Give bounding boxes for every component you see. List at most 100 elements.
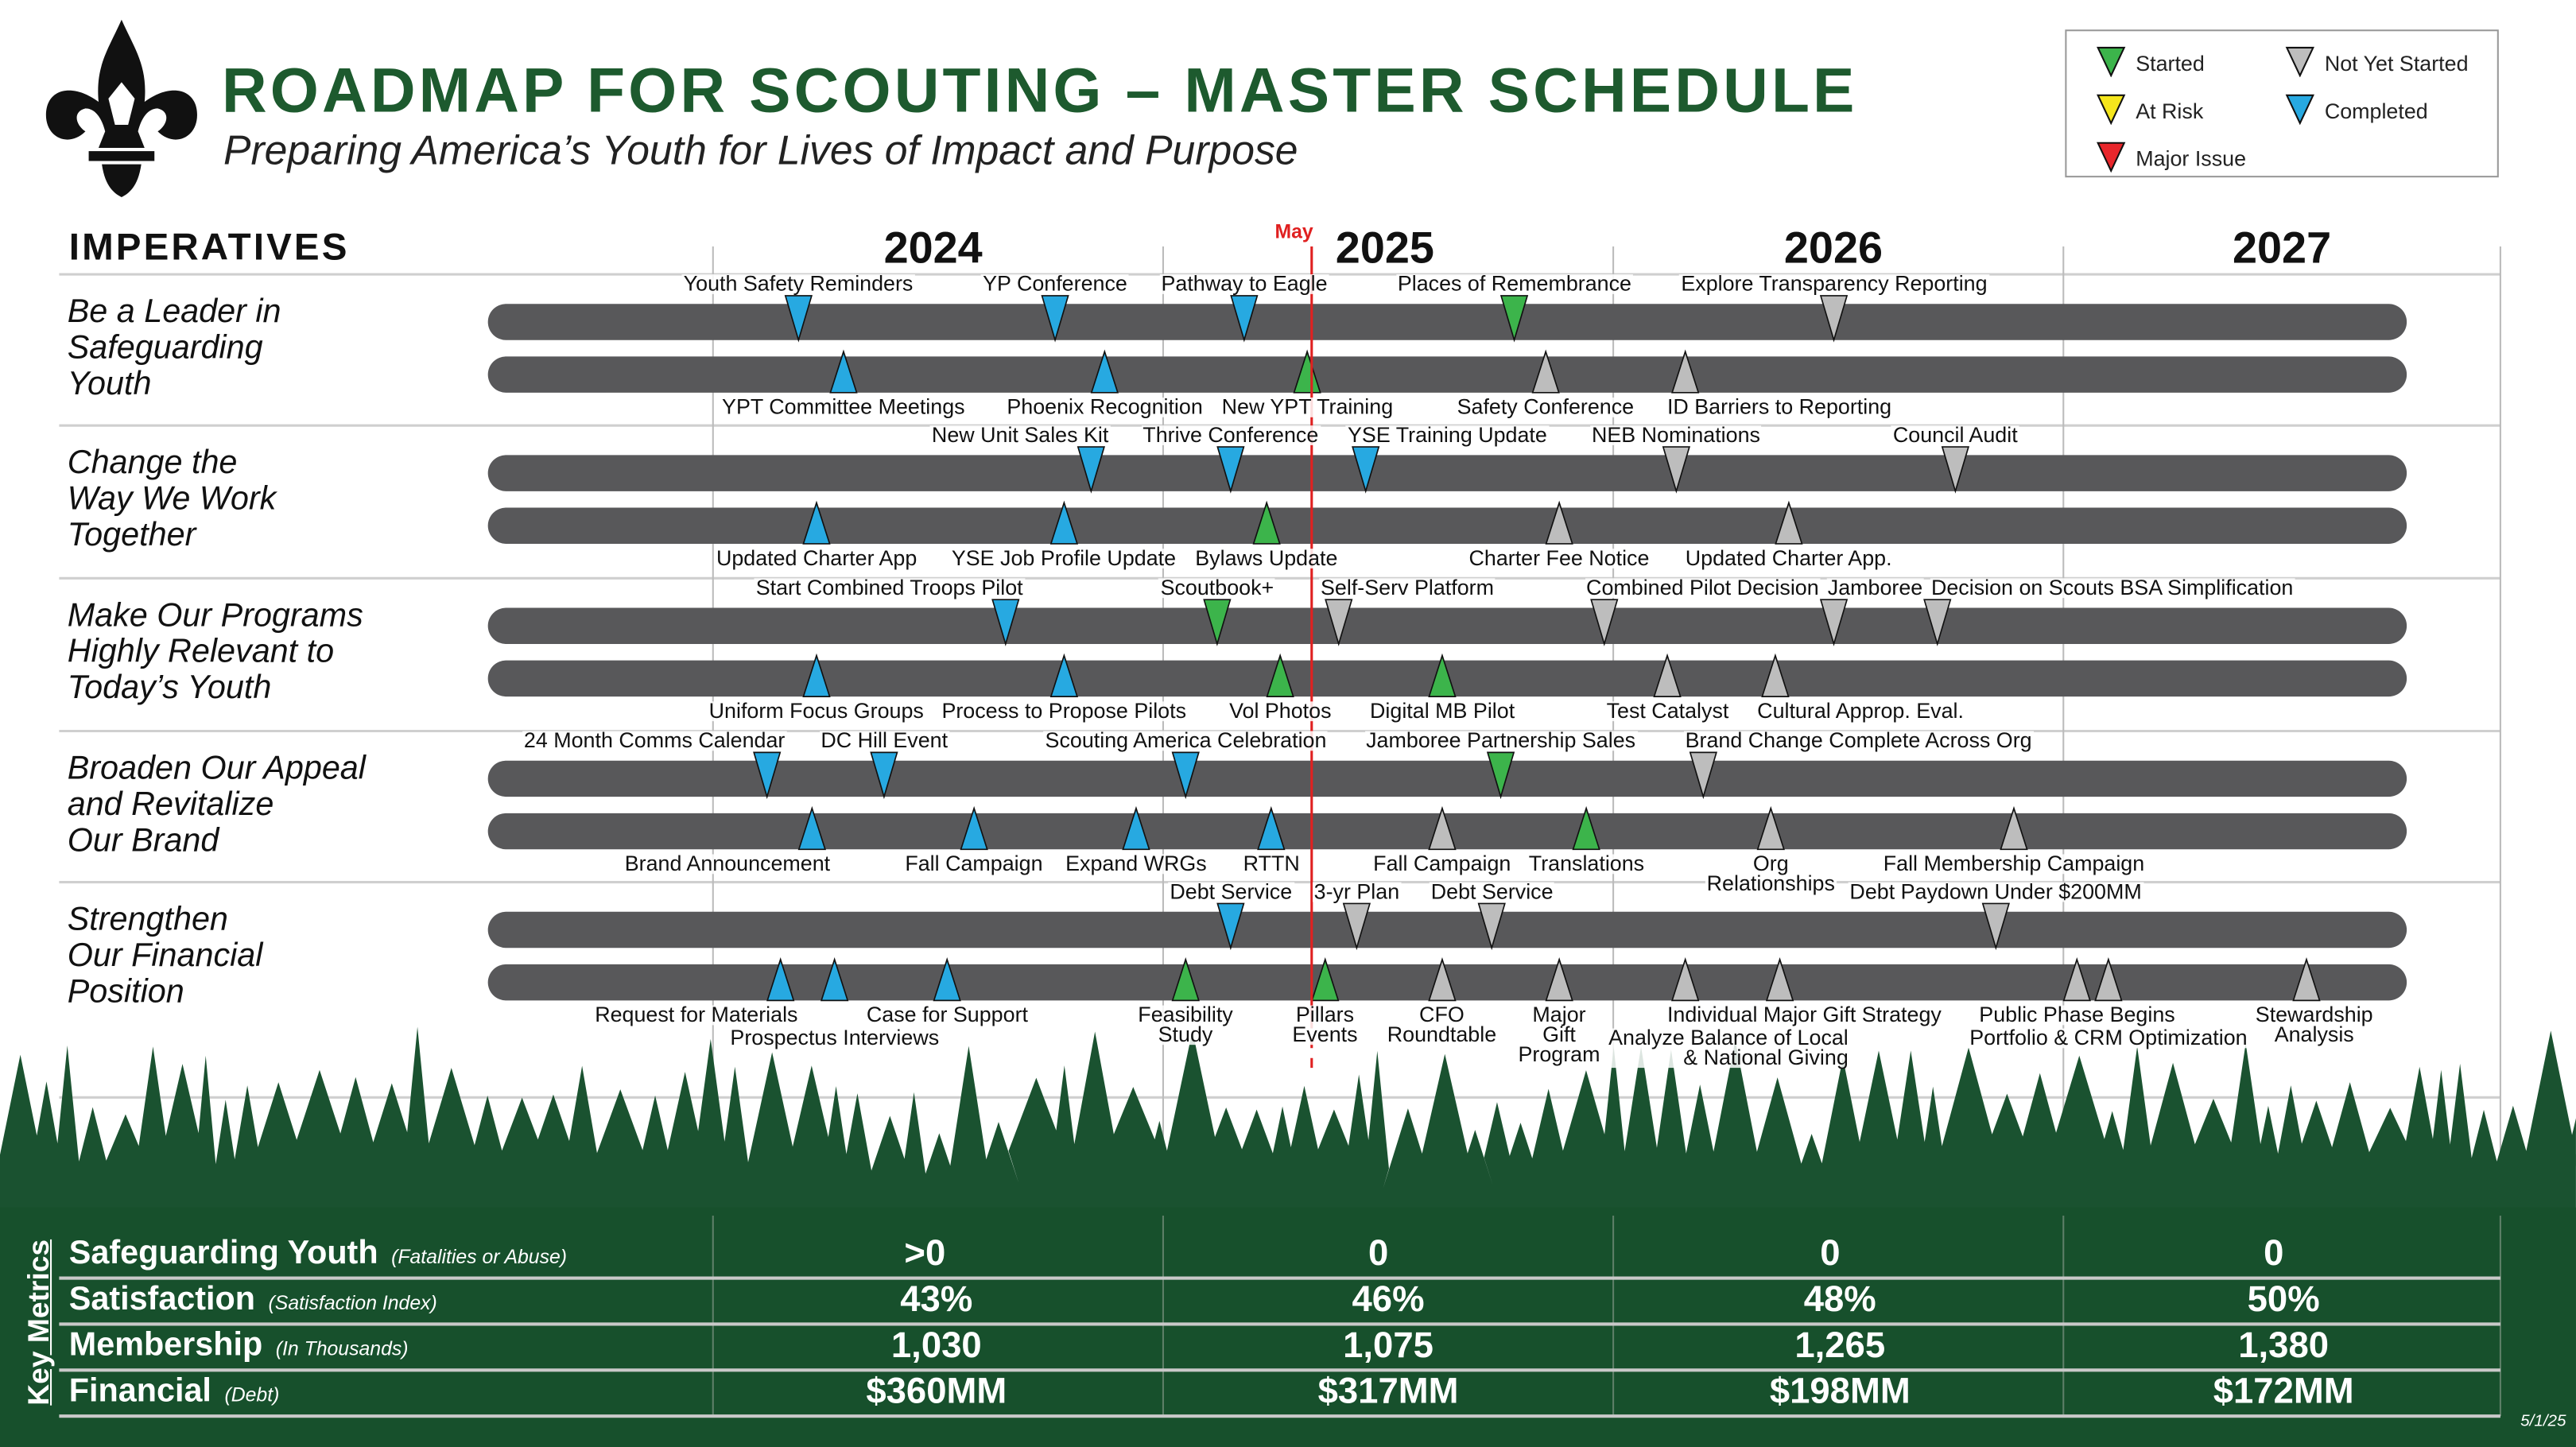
milestone-label: Pillars Events [1290,1004,1360,1045]
milestone-label: Updated Charter App [714,547,919,568]
milestone-marker-down [1981,902,2010,951]
milestone-marker-up [820,957,849,1002]
milestone-label: New Unit Sales Kit [929,424,1111,445]
metric-value: 1,075 [1343,1324,1433,1366]
metric-value: 1,380 [2238,1324,2330,1366]
legend-major-issue: Major Issue [2097,140,2246,178]
milestone-label: NEB Nominations [1589,424,1763,445]
milestone-label: YSE Training Update [1345,424,1549,445]
at-risk-triangle-icon [2097,92,2126,130]
metric-value: >0 [904,1232,946,1274]
timeline-bar [487,304,2407,340]
milestone-marker-down [1342,902,1371,951]
metric-value: $360MM [866,1370,1007,1411]
milestone-marker-up [1775,500,1803,545]
milestone-marker-up [2000,805,2028,851]
milestone-marker-up [1311,957,1340,1002]
milestone-marker-up [1572,805,1600,851]
metric-row-financial: Financial (Debt) $360MM $317MM $198MM $17… [59,1368,2500,1418]
milestone-label: 24 Month Comms Calendar [522,729,787,751]
metric-name: Membership (In Thousands) [69,1328,409,1367]
legend-not-started: Not Yet Started [2285,45,2469,83]
imperatives-heading: IMPERATIVES [68,225,350,268]
milestone-label: Start Combined Troops Pilot [754,576,1025,599]
milestone-label: Portfolio & CRM Optimization [1968,1026,2249,1049]
milestone-marker-up [1122,805,1150,851]
started-triangle-icon [2097,45,2126,83]
milestone-marker-up [1545,500,1573,545]
bsa-logo [40,17,204,200]
milestone-marker-up [1293,349,1321,394]
milestone-label: Youth Safety Reminders [681,273,915,294]
milestone-marker-down [1689,751,1717,800]
metric-value: 0 [1368,1232,1389,1274]
metric-value: 50% [2247,1278,2320,1320]
milestone-label: Digital MB Pilot [1368,700,1517,721]
page-title: ROADMAP FOR SCOUTING – MASTER SCHEDULE [221,57,1858,127]
milestone-label: Debt Paydown Under $200MM [1848,881,2143,902]
metric-title: Satisfaction [68,1281,256,1318]
milestone-label: YP Conference [981,273,1129,294]
milestone-label: Case for Support [864,1004,1030,1025]
milestone-label: Decision on Scouts BSA Simplification [1929,576,2295,599]
milestone-marker-down [1662,446,1691,494]
milestone-marker-down [1590,599,1619,646]
milestone-marker-up [1252,500,1281,545]
year-2025: 2025 [1335,223,1434,273]
timeline-bar [487,911,2407,949]
completed-triangle-icon [2285,92,2314,130]
legend-label: Not Yet Started [2324,51,2469,76]
metric-note: (Satisfaction Index) [268,1291,437,1315]
milestone-marker-down [1477,902,1506,951]
legend-started: Started [2097,45,2205,83]
milestone-marker-down [870,751,898,800]
milestone-marker-up [802,500,831,545]
legend-label: Major Issue [2136,145,2247,171]
metric-value: 1,030 [890,1324,982,1366]
milestone-label: RTTN [1241,852,1302,874]
imperative-title: Broaden Our Appeal and Revitalize Our Br… [67,751,366,859]
milestone-marker-down [1819,295,1849,343]
milestone-marker-down [1216,446,1245,494]
milestone-marker-down [753,751,782,800]
milestone-label: Debt Service [1168,881,1294,902]
milestone-marker-down [784,295,813,343]
imperative-title: Be a Leader in Safeguarding Youth [67,293,281,403]
milestone-label: Fall Membership Campaign [1881,852,2147,874]
milestone-label: Scoutbook+ [1158,576,1276,599]
timeline-bar [487,507,2407,544]
milestone-marker-down [1325,599,1353,646]
status-legend: Started Not Yet Started At Risk Complete… [2065,29,2499,178]
milestone-marker-down [1499,295,1529,343]
major-issue-triangle-icon [2097,140,2126,178]
milestone-label: Pathway to Eagle [1159,273,1329,294]
milestone-marker-up [1171,957,1200,1002]
milestone-label: DC Hill Event [819,729,950,751]
milestone-label: Prospectus Interviews [728,1026,941,1049]
milestone-label: Process to Propose Pilots [940,700,1189,721]
milestone-marker-up [1266,653,1294,697]
milestone-marker-up [1257,805,1286,851]
milestone-marker-down [1819,599,1849,646]
milestone-marker-up [1671,349,1700,394]
legend-at-risk: At Risk [2097,92,2204,130]
metric-value: 43% [900,1278,973,1320]
metric-value: $172MM [2213,1370,2354,1411]
milestone-marker-down [991,599,1020,646]
milestone-marker-up [2062,957,2091,1002]
milestone-label: 3-yr Plan [1312,881,1402,902]
milestone-marker-up [1531,349,1560,394]
imperative-title: Make Our Programs Highly Relevant to Tod… [67,598,363,707]
milestone-marker-up [802,653,831,697]
milestone-label: Expand WRGs [1064,852,1208,874]
milestone-label: Debt Service [1429,881,1555,902]
slide-date: 5/1/25 [2520,1413,2566,1431]
metric-row-satisfaction: Satisfaction (Satisfaction Index) 43% 46%… [59,1277,2500,1326]
year-2026: 2026 [1783,223,1884,273]
legend-label: At Risk [2136,98,2204,123]
metrics-background [0,1207,2576,1447]
milestone-label: Vol Photos [1228,700,1333,721]
milestone-label: Stewardship Analysis [2253,1004,2375,1045]
metric-title: Financial [68,1373,211,1410]
milestone-marker-up [1671,957,1700,1002]
